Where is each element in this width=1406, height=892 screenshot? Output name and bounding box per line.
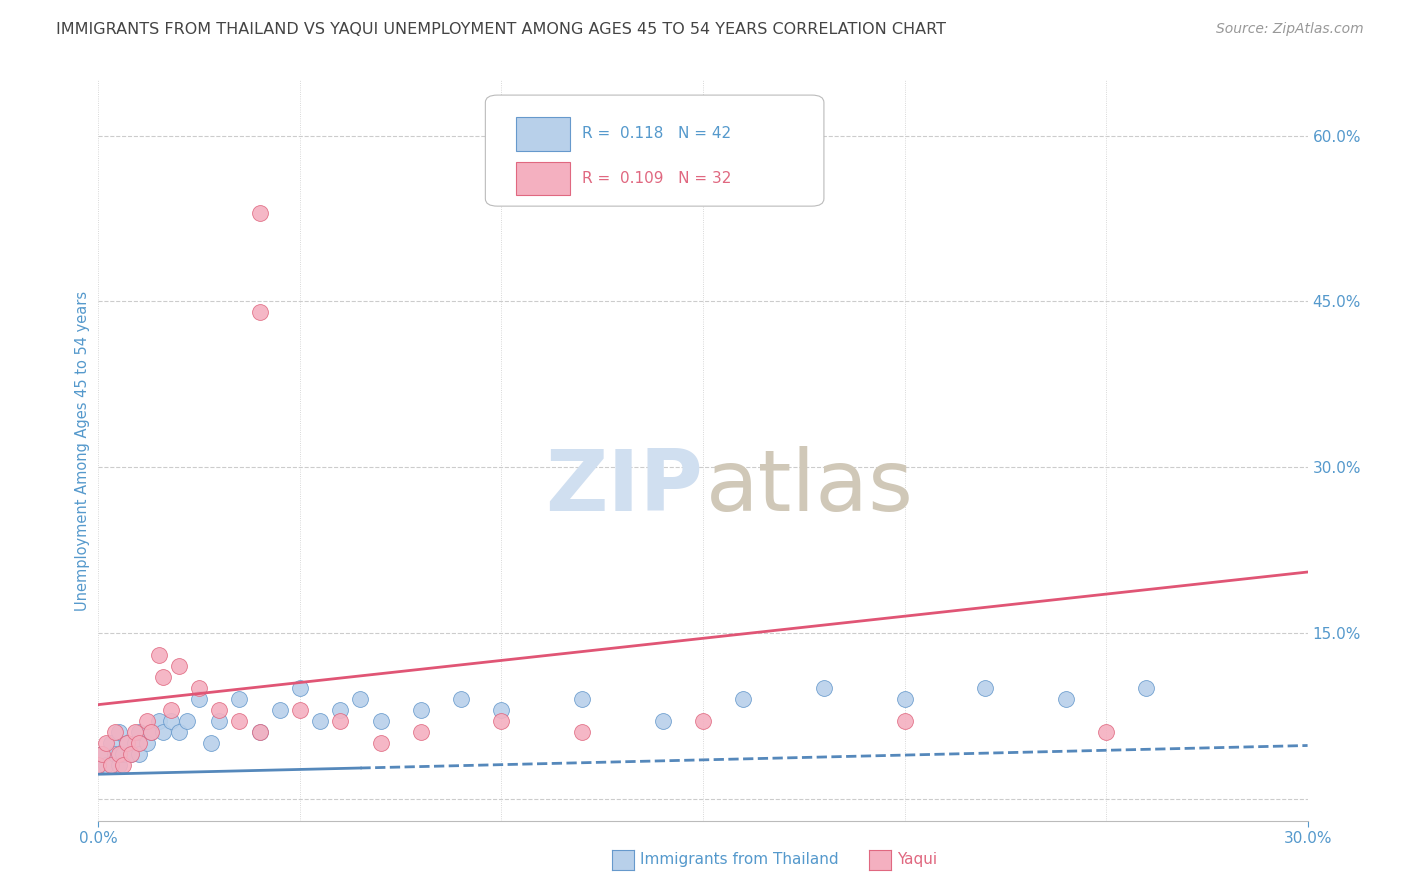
Point (329, 714, 352, 729)
Point (571, 692, 593, 706)
Point (813, 681, 835, 695)
Point (100, 736, 122, 750)
Point (160, 703, 183, 717)
Point (349, 692, 371, 706)
Point (288, 703, 311, 717)
Point (249, 725, 271, 739)
Point (139, 725, 162, 739)
Point (152, 670, 174, 684)
Point (208, 703, 231, 717)
Point (893, 714, 915, 729)
Point (288, 681, 311, 695)
Point (188, 681, 211, 695)
Point (176, 714, 198, 729)
Point (893, 692, 915, 706)
Point (1095, 725, 1118, 739)
Point (167, 725, 190, 739)
Point (91, 747, 114, 762)
Point (188, 692, 211, 706)
Point (1135, 681, 1157, 695)
Point (96, 736, 118, 750)
Point (148, 714, 170, 729)
Point (91, 747, 114, 762)
FancyBboxPatch shape (516, 118, 569, 151)
Point (208, 714, 231, 729)
Point (329, 703, 352, 717)
Point (974, 681, 997, 695)
Point (409, 725, 432, 739)
Point (450, 692, 472, 706)
Point (128, 747, 150, 762)
Text: IMMIGRANTS FROM THAILAND VS YAQUI UNEMPLOYMENT AMONG AGES 45 TO 54 YEARS CORRELA: IMMIGRANTS FROM THAILAND VS YAQUI UNEMPL… (56, 22, 946, 37)
Text: ZIP: ZIP (546, 446, 703, 529)
Point (115, 736, 138, 750)
Point (249, 206, 271, 220)
Text: atlas: atlas (706, 446, 914, 529)
Point (124, 736, 146, 750)
FancyBboxPatch shape (516, 161, 569, 195)
Point (87, 758, 110, 772)
Point (228, 692, 250, 706)
Point (139, 725, 162, 739)
Point (491, 703, 513, 717)
Point (107, 725, 129, 739)
Text: R =  0.118   N = 42: R = 0.118 N = 42 (582, 126, 731, 141)
Point (309, 714, 332, 729)
Point (370, 736, 392, 750)
Point (370, 714, 392, 729)
Point (733, 692, 755, 706)
Point (111, 758, 134, 772)
Text: Source: ZipAtlas.com: Source: ZipAtlas.com (1216, 22, 1364, 37)
Point (120, 747, 142, 762)
Point (103, 747, 125, 762)
Point (115, 736, 138, 750)
Point (124, 725, 146, 739)
FancyBboxPatch shape (485, 95, 824, 206)
Point (228, 714, 250, 729)
Point (409, 703, 432, 717)
Point (148, 648, 170, 662)
Point (1054, 692, 1077, 706)
Point (128, 736, 150, 750)
Point (651, 714, 673, 729)
Point (111, 747, 134, 762)
Point (167, 659, 190, 673)
Point (269, 703, 291, 717)
Y-axis label: Unemployment Among Ages 45 to 54 years: Unemployment Among Ages 45 to 54 years (75, 291, 90, 610)
Point (120, 747, 142, 762)
Point (135, 714, 157, 729)
Point (249, 725, 271, 739)
Point (249, 305, 271, 319)
Point (200, 736, 222, 750)
Point (491, 714, 513, 729)
Point (135, 736, 157, 750)
Point (87, 758, 110, 772)
Point (692, 714, 714, 729)
Point (152, 725, 174, 739)
Point (160, 714, 183, 729)
Text: R =  0.109   N = 32: R = 0.109 N = 32 (582, 170, 731, 186)
Point (96, 758, 118, 772)
Point (100, 758, 122, 772)
Point (107, 758, 129, 772)
Point (571, 725, 593, 739)
Text: Immigrants from Thailand: Immigrants from Thailand (640, 853, 838, 867)
Text: Yaqui: Yaqui (897, 853, 938, 867)
Point (103, 725, 125, 739)
Point (107, 747, 129, 762)
Point (128, 725, 150, 739)
